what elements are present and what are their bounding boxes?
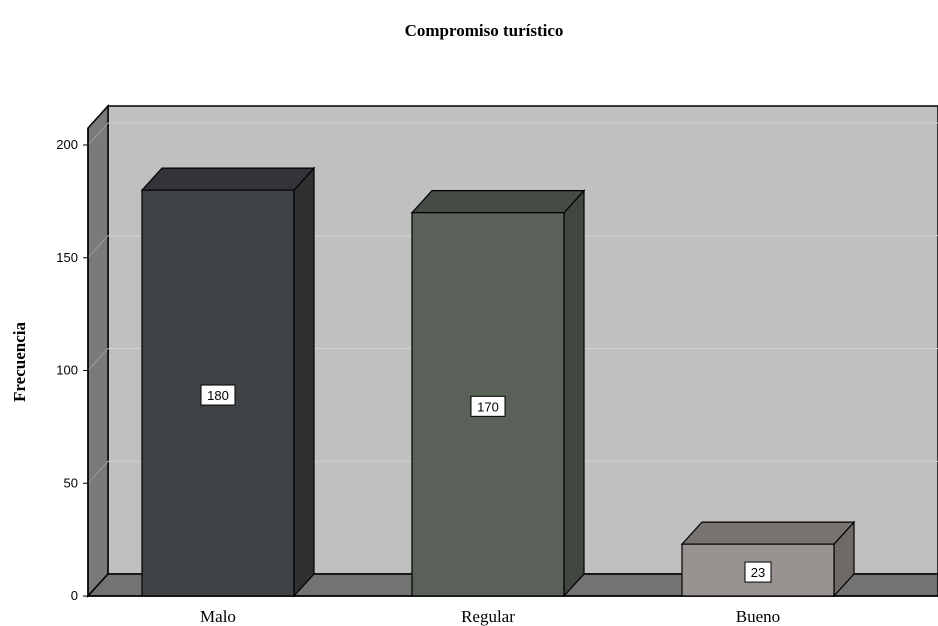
x-tick-label: Malo (200, 607, 236, 626)
x-tick-label: Bueno (736, 607, 780, 626)
data-label-box (744, 561, 772, 583)
side-wall (87, 104, 109, 598)
bar-regular (410, 189, 586, 598)
bar-bueno (680, 520, 856, 598)
data-label: 170 (477, 399, 499, 414)
bar-top (140, 167, 316, 191)
data-label-box (200, 384, 236, 406)
bar-malo (140, 166, 316, 598)
gridline-side (87, 235, 109, 259)
bar-top (680, 521, 856, 545)
gridline-side (87, 122, 109, 146)
data-label-box (470, 395, 506, 417)
y-tick-label: 100 (56, 363, 78, 378)
chart-title: Compromiso turístico (405, 21, 564, 40)
bar-top (410, 190, 586, 214)
y-tick-label: 150 (56, 250, 78, 265)
bar-side (293, 166, 315, 598)
y-tick-label: 0 (71, 588, 78, 603)
data-label: 180 (207, 388, 229, 403)
y-tick-label: 200 (56, 137, 78, 152)
bar-side (563, 189, 585, 598)
data-label: 23 (751, 565, 765, 580)
plot-area: 0 50 100 150 200 180 Malo 170 Regular 23 Bueno (56, 104, 938, 626)
y-axis-label: Frecuencia (10, 322, 29, 402)
x-tick-label: Regular (461, 607, 515, 626)
gridline-side (87, 348, 109, 371)
y-tick-label: 50 (64, 475, 78, 490)
gridline-side (87, 460, 109, 484)
